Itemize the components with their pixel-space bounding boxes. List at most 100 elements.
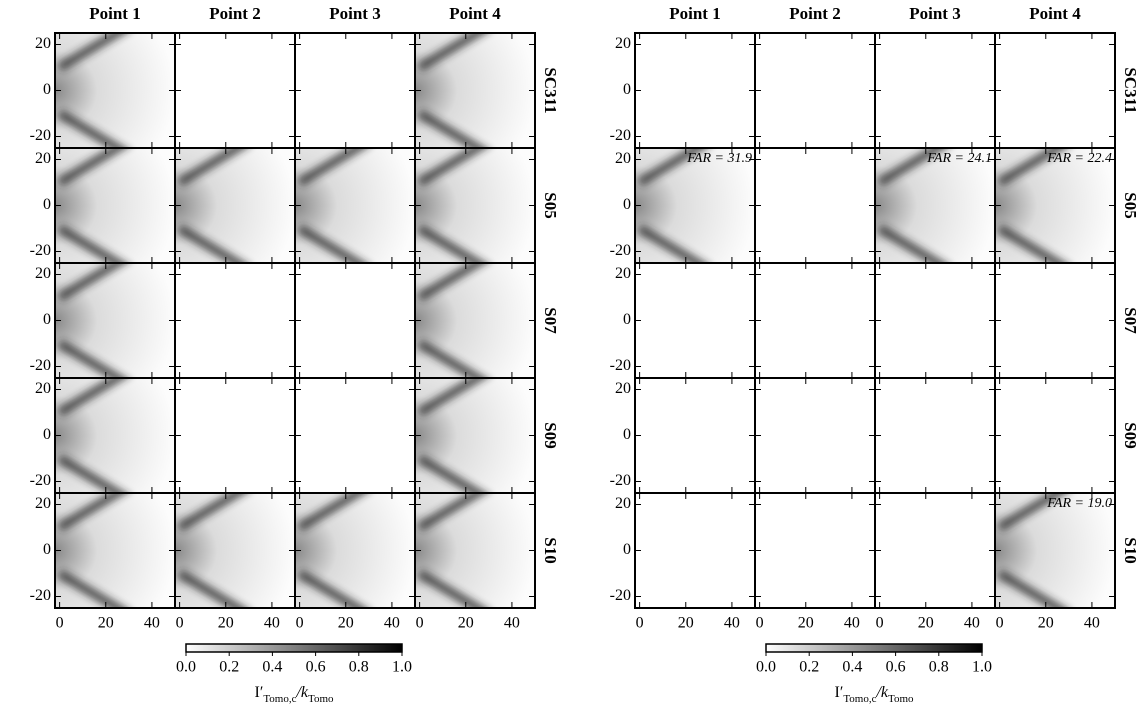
colorbar-tick-label: 1.0 xyxy=(972,659,992,676)
panel: 0 20 40 -20 0 20 xyxy=(30,492,176,632)
y-tick-label: 0 xyxy=(43,81,51,98)
intensity-image xyxy=(55,493,175,608)
y-tick-label: 20 xyxy=(35,150,51,167)
panel: -20 0 20 xyxy=(30,262,176,379)
x-tick-label: 20 xyxy=(458,615,474,632)
column-header: Point 3 xyxy=(329,4,380,23)
row-label: S10 xyxy=(541,537,560,563)
intensity-glow xyxy=(415,148,535,263)
intensity-glow xyxy=(415,33,535,148)
panel xyxy=(414,147,536,264)
x-tick-label: 20 xyxy=(98,615,114,632)
panel: 0 20 40 xyxy=(174,492,296,632)
intensity-streak xyxy=(177,569,247,608)
intensity-streak xyxy=(297,569,367,608)
intensity-image xyxy=(295,148,415,263)
colorbar-tick-label: 1.0 xyxy=(392,659,412,676)
y-tick-label: 0 xyxy=(43,541,51,558)
intensity-image xyxy=(175,148,295,263)
label-part: I′ xyxy=(254,684,263,701)
intensity-glow xyxy=(55,263,175,378)
x-tick-label: 40 xyxy=(504,615,520,632)
intensity-glow xyxy=(55,493,175,608)
panel-background xyxy=(635,33,755,148)
y-tick-label: -20 xyxy=(610,242,631,259)
far-annotation: FAR = 22.4 xyxy=(1046,151,1112,166)
y-tick-label: -20 xyxy=(30,357,51,374)
panel-background xyxy=(875,263,995,378)
panel-background xyxy=(635,378,755,493)
intensity-image xyxy=(415,148,535,263)
y-tick-label: 20 xyxy=(615,495,631,512)
label-subscript: Tomo,c xyxy=(263,693,296,705)
colorbar-tick-label: 0.2 xyxy=(219,659,239,676)
label-subscript: Tomo xyxy=(308,693,334,705)
intensity-glow xyxy=(55,378,175,493)
x-tick-label: 0 xyxy=(876,615,884,632)
y-tick-label: 0 xyxy=(623,541,631,558)
intensity-image xyxy=(415,378,535,493)
column-header: Point 2 xyxy=(789,4,840,23)
x-tick-label: 20 xyxy=(798,615,814,632)
colorbar-tick-label: 0.4 xyxy=(262,659,282,676)
panel xyxy=(754,262,876,379)
y-tick-label: 0 xyxy=(43,426,51,443)
panel-background xyxy=(875,33,995,148)
label-part: /k xyxy=(295,684,308,701)
panel xyxy=(874,262,996,379)
panel xyxy=(994,262,1116,379)
panel: 0 20 40 xyxy=(754,492,876,632)
intensity-glow xyxy=(995,148,1115,263)
column-header: Point 1 xyxy=(89,4,140,23)
panel xyxy=(174,377,296,494)
x-tick-label: 0 xyxy=(756,615,764,632)
label-subscript: Tomo xyxy=(888,693,914,705)
intensity-glow xyxy=(55,148,175,263)
panel-background xyxy=(295,33,415,148)
panel xyxy=(994,32,1116,149)
intensity-glow xyxy=(635,148,755,263)
panel: 0 20 40 xyxy=(414,492,536,632)
intensity-image xyxy=(55,378,175,493)
panel xyxy=(294,262,416,379)
colorbar-tick-label: 0.2 xyxy=(799,659,819,676)
y-tick-label: -20 xyxy=(610,127,631,144)
x-tick-label: 20 xyxy=(338,615,354,632)
x-tick-label: 20 xyxy=(678,615,694,632)
intensity-image xyxy=(55,263,175,378)
panel-background xyxy=(755,378,875,493)
intensity-streak xyxy=(57,569,127,608)
x-tick-label: 40 xyxy=(384,615,400,632)
intensity-glow xyxy=(875,148,995,263)
y-tick-label: -20 xyxy=(30,242,51,259)
x-tick-label: 40 xyxy=(964,615,980,632)
x-tick-label: 0 xyxy=(416,615,424,632)
intensity-glow xyxy=(175,493,295,608)
panel: -20 0 20 xyxy=(610,32,756,149)
panel-background xyxy=(755,148,875,263)
intensity-glow xyxy=(55,33,175,148)
panel-background xyxy=(295,263,415,378)
intensity-glow xyxy=(295,493,415,608)
intensity-glow xyxy=(415,263,535,378)
row-label: S09 xyxy=(541,422,560,448)
panel: -20 0 20 xyxy=(610,377,756,494)
intensity-glow xyxy=(175,148,295,263)
colorbar-tick-label: 0.0 xyxy=(176,659,196,676)
panel-background xyxy=(755,263,875,378)
y-tick-label: 0 xyxy=(623,426,631,443)
panel-background xyxy=(995,378,1115,493)
intensity-image xyxy=(295,493,415,608)
column-header: Point 3 xyxy=(909,4,960,23)
y-tick-label: -20 xyxy=(610,587,631,604)
y-tick-label: 0 xyxy=(43,311,51,328)
panel-background xyxy=(755,493,875,608)
panel xyxy=(414,32,536,149)
y-tick-label: 20 xyxy=(615,150,631,167)
intensity-glow xyxy=(995,493,1115,608)
x-tick-label: 40 xyxy=(144,615,160,632)
x-tick-label: 0 xyxy=(636,615,644,632)
colorbar-tick-label: 0.8 xyxy=(929,659,949,676)
x-tick-label: 40 xyxy=(1084,615,1100,632)
y-tick-label: -20 xyxy=(30,587,51,604)
